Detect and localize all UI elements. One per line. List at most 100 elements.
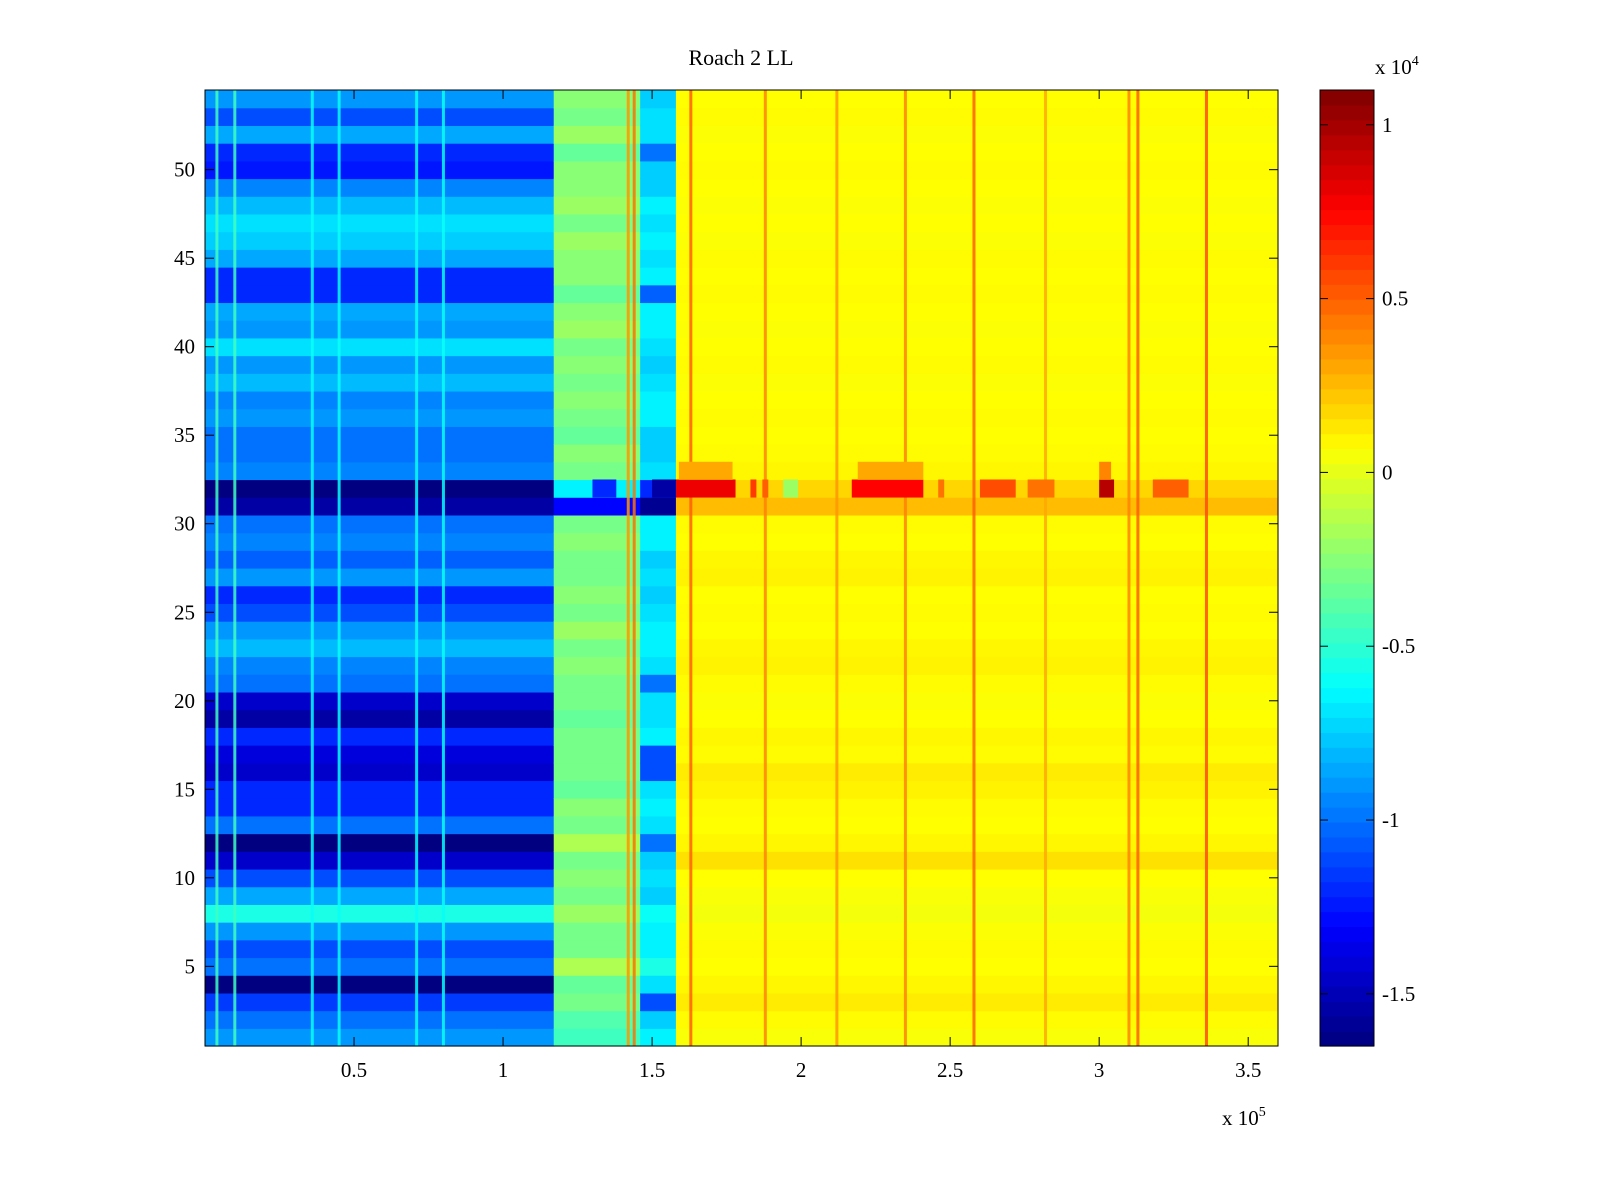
heatmap-cell <box>205 479 555 498</box>
heatmap-cell <box>640 745 677 764</box>
colorbar-step <box>1320 777 1374 793</box>
heatmap-cell <box>640 957 677 976</box>
colorbar-step <box>1320 284 1374 300</box>
heatmap-cell <box>205 957 555 976</box>
heatmap-cell <box>553 886 641 905</box>
heatmap-cell <box>553 408 641 427</box>
colorbar-step <box>1320 388 1374 405</box>
plot-frame <box>204 89 1279 1047</box>
heatmap-cell <box>205 833 555 852</box>
heatmap-cell <box>205 302 555 321</box>
heatmap-cell <box>553 249 641 268</box>
heatmap-cell <box>553 373 641 392</box>
colorbar-step <box>1320 881 1374 898</box>
heatmap-cell <box>205 727 555 746</box>
heatmap-cell <box>553 390 641 410</box>
heatmap-cell <box>205 249 555 268</box>
heatmap-cell <box>640 550 677 569</box>
heatmap-cell <box>553 107 641 126</box>
heatmap-streak <box>415 90 419 1046</box>
heatmap-streak <box>441 90 445 1046</box>
heatmap-cell <box>553 1010 641 1029</box>
colorbar-step <box>1320 836 1374 853</box>
heatmap-cell <box>640 373 677 392</box>
heatmap-cell <box>640 709 677 728</box>
x-tick-label: 1.5 <box>639 1058 665 1082</box>
heatmap-cell <box>553 1028 641 1047</box>
heatmap-cell <box>640 514 677 534</box>
heatmap-cell <box>553 461 641 481</box>
heatmap-hot-segment <box>762 479 769 498</box>
heatmap-cell <box>553 851 641 870</box>
colorbar-step <box>1320 179 1374 196</box>
colorbar-step <box>1320 732 1374 748</box>
heatmap-cell <box>553 833 641 852</box>
heatmap-cell <box>205 603 555 622</box>
heatmap-cell <box>205 1010 555 1029</box>
colorbar-tick-label: -1.5 <box>1382 982 1415 1006</box>
heatmap-cell <box>205 585 555 604</box>
heatmap-cell <box>205 638 555 658</box>
colorbar-step <box>1320 866 1374 883</box>
heatmap-cell <box>640 886 677 905</box>
heatmap-cell <box>553 320 641 339</box>
heatmap-cell <box>205 815 555 835</box>
colorbar-step <box>1320 911 1374 928</box>
colorbar-step <box>1320 90 1374 106</box>
heatmap-cell <box>640 337 677 357</box>
heatmap-cell <box>553 638 641 658</box>
heatmap-cell <box>205 337 555 357</box>
heatmap-cell <box>553 284 641 304</box>
colorbar-step <box>1320 149 1374 166</box>
colorbar-step <box>1320 463 1374 479</box>
heatmap-cell <box>553 798 641 817</box>
x-axis: 0.5 1 1.5 2 2.5 3 3.5 <box>341 90 1261 1082</box>
heatmap-cell <box>205 143 555 162</box>
heatmap-hot-segment <box>979 479 1016 498</box>
heatmap-cell <box>640 196 677 215</box>
heatmap-cell <box>640 390 677 410</box>
heatmap-streak <box>310 90 314 1046</box>
heatmap-cell <box>640 691 677 711</box>
heatmap-cell <box>205 975 555 994</box>
colorbar-step <box>1320 792 1374 808</box>
heatmap-cell <box>640 160 677 180</box>
colorbar-step <box>1320 373 1374 390</box>
y-axis: 5 10 15 20 25 30 35 40 45 50 <box>174 158 1278 978</box>
colorbar-tick-label: 0.5 <box>1382 287 1408 311</box>
heatmap-cell <box>640 302 677 321</box>
y-tick-label: 15 <box>174 777 195 801</box>
colorbar-tick-label: 0 <box>1382 460 1393 484</box>
heatmap-cell <box>640 355 677 374</box>
heatmap-cell <box>205 568 555 587</box>
heatmap-cell <box>640 1010 677 1029</box>
heatmap-cell <box>553 302 641 321</box>
heatmap-cell <box>640 143 677 162</box>
heatmap-cell <box>553 904 641 923</box>
heatmap-hot-segment <box>1099 479 1115 498</box>
heatmap-cell <box>205 426 555 445</box>
colorbar-step <box>1320 956 1374 972</box>
heatmap-cell <box>553 267 641 286</box>
heatmap-hot-segment <box>1152 479 1189 498</box>
heatmap-cell <box>640 408 677 427</box>
heatmap-cell <box>640 638 677 658</box>
colorbar-step <box>1320 627 1374 644</box>
heatmap-cell <box>205 550 555 569</box>
y-tick-label: 35 <box>174 423 195 447</box>
heatmap-cell <box>205 709 555 728</box>
colorbar-tick-label: 1 <box>1382 113 1393 137</box>
colorbar-step <box>1320 493 1374 509</box>
colorbar-step <box>1320 1016 1374 1032</box>
chart-title: Roach 2 LL <box>688 45 793 70</box>
heatmap-cell <box>553 957 641 976</box>
x-tick-label: 3 <box>1094 1058 1105 1082</box>
heatmap-hot-segment <box>1027 479 1055 498</box>
heatmap-cell <box>553 975 641 994</box>
colorbar-step <box>1320 314 1374 330</box>
heatmap-cell <box>205 745 555 764</box>
heatmap-cell <box>640 975 677 994</box>
heatmap-cell <box>553 532 641 551</box>
heatmap-cell <box>553 691 641 711</box>
heatmap-cell <box>205 691 555 711</box>
